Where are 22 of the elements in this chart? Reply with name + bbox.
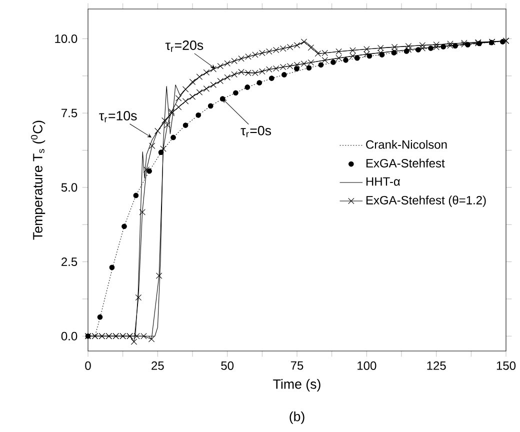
- y-tick-label: 0.0: [61, 332, 78, 340]
- legend-label: ExGA-Stehfest: [366, 158, 445, 168]
- x-tick-label: 25: [152, 361, 164, 370]
- y-tick-label: 7.5: [62, 108, 78, 118]
- x-axis-title: Time (s): [273, 379, 320, 392]
- text: (b): [290, 411, 304, 424]
- x-tick-label: 50: [221, 361, 234, 370]
- x-tick-label: 150: [496, 361, 516, 370]
- legend-label: Crank-Nicolson: [366, 140, 447, 149]
- x-tick-label: 75: [290, 361, 304, 370]
- legend-label: HHT-α: [366, 177, 400, 186]
- annotation: τ$_{r}$=0s: [240, 126, 272, 138]
- annotation: τ$_{r}$=20s: [165, 40, 204, 52]
- y-axis-title: Temperature T$_{s}$ ($^{0}$C): [30, 120, 46, 240]
- x-tick-label: 125: [427, 361, 446, 370]
- x-tick-label: 0: [85, 361, 91, 370]
- y-tick-label: 2.5: [62, 258, 78, 266]
- legend-label: ExGA-Stehfest (θ=1.2): [366, 196, 486, 207]
- annotation: τ$_{r}$=10s: [99, 111, 137, 122]
- y-tick-label: 5.0: [61, 183, 78, 192]
- x-tick-label: 100: [358, 361, 376, 370]
- y-tick-label: 10.0: [55, 34, 78, 43]
